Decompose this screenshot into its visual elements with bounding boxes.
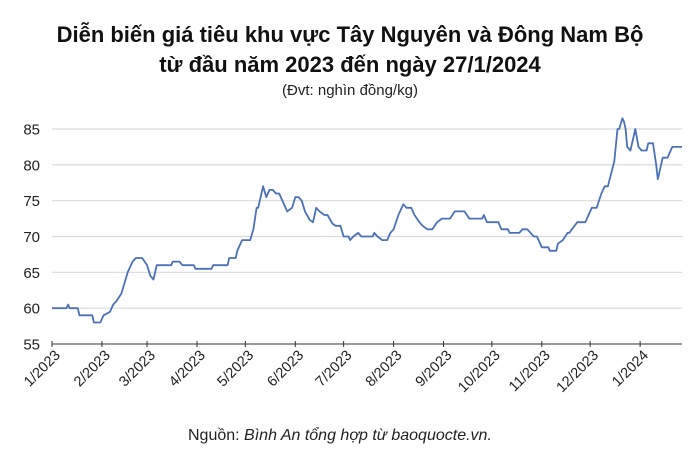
y-tick-label: 85 [23, 122, 40, 139]
price-series-line [52, 117, 682, 324]
x-tick-label: 5/2023 [214, 348, 257, 391]
x-tick-label: 4/2023 [166, 348, 209, 391]
x-tick-label: 3/2023 [116, 348, 159, 391]
source-note: Nguồn: Bình An tổng hợp từ baoquocte.vn. [188, 427, 492, 445]
x-tick-label: 8/2023 [363, 348, 406, 391]
y-tick-label: 60 [23, 301, 40, 318]
x-tick-label: 10/2023 [455, 348, 503, 396]
y-tick-label: 55 [23, 337, 40, 354]
source-prefix: Nguồn: [188, 427, 245, 444]
y-tick-label: 75 [23, 193, 40, 210]
x-tick-label: 6/2023 [264, 348, 307, 391]
chart-title-line2: từ đầu năm 2023 đến ngày 27/1/2024 [159, 52, 541, 77]
x-tick-label: 9/2023 [413, 348, 456, 391]
x-tick-label: 11/2023 [506, 348, 554, 396]
y-tick-label: 65 [23, 265, 40, 282]
y-tick-label: 80 [23, 157, 40, 174]
x-tick-label: 1/2024 [609, 348, 652, 391]
chart-subtitle: (Đvt: nghìn đồng/kg) [282, 82, 418, 99]
x-tick-label: 1/2023 [21, 348, 64, 391]
chart-title: Diễn biến giá tiêu khu vực Tây Nguyên và… [56, 22, 644, 47]
source-text: Bình An tổng hợp từ baoquocte.vn. [244, 427, 492, 444]
x-tick-label: 12/2023 [554, 348, 602, 396]
x-tick-label: 2/2023 [71, 348, 114, 391]
y-tick-label: 70 [23, 229, 40, 246]
x-tick-label: 7/2023 [313, 348, 356, 391]
